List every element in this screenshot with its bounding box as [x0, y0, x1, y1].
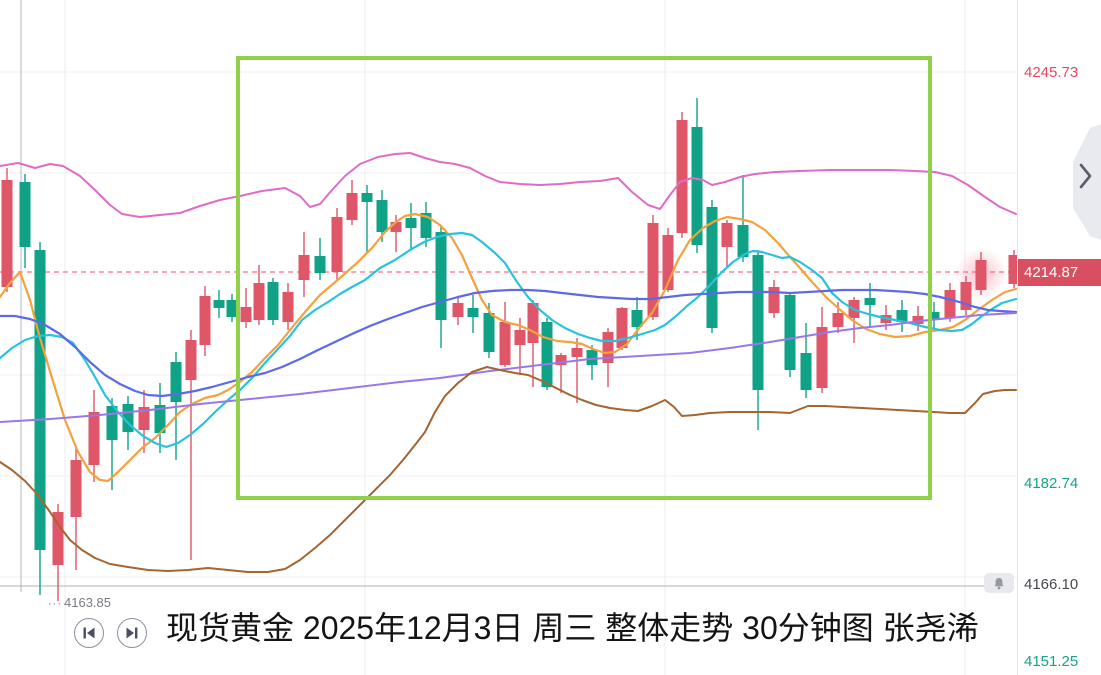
- candle-body: [19, 182, 31, 247]
- axis-label-alert: 4166.10: [1024, 576, 1079, 593]
- candle-body: [555, 355, 567, 365]
- axis-label-low: 4151.25: [1024, 653, 1079, 670]
- candle-body: [106, 406, 118, 440]
- candle-body: [213, 300, 225, 308]
- candle-body: [499, 322, 511, 365]
- annotation-layer: [236, 56, 932, 500]
- candle-body: [420, 213, 432, 238]
- session-low-marker: ··· 4163.85: [48, 595, 111, 610]
- candle-body: [483, 313, 495, 352]
- candle-body: [616, 308, 628, 348]
- candle-body: [34, 250, 46, 550]
- candle-body: [452, 303, 464, 317]
- candle-body: [88, 412, 100, 465]
- candle-body: [298, 255, 310, 280]
- series-layer: [0, 98, 1020, 601]
- alert-bell-chip[interactable]: [984, 573, 1014, 593]
- candle-body: [800, 353, 812, 390]
- upper-band-line: [0, 152, 1017, 218]
- candle-body: [122, 404, 134, 432]
- candle-body: [721, 223, 733, 247]
- chevron-right-icon: [1079, 163, 1092, 189]
- candle-body: [896, 310, 908, 322]
- candle-body: [435, 232, 447, 320]
- candle-body: [138, 407, 150, 430]
- candle-body: [864, 298, 876, 305]
- lower-band-line: [0, 366, 1017, 573]
- price-axis[interactable]: 4245.73 4214.87 4182.74 4166.10 4151.25: [1017, 0, 1101, 675]
- candle-body: [154, 405, 166, 433]
- axis-label-mid: 4182.74: [1024, 475, 1079, 492]
- candle-body: [571, 348, 583, 357]
- candle-body: [253, 283, 265, 320]
- chart-caption: 现货黄金 2025年12月3日 周三 整体走势 30分钟图 张尧浠: [166, 610, 979, 646]
- ma-slow-line: [0, 288, 1018, 398]
- leader-dots: ···: [48, 598, 62, 610]
- grid-layer: [0, 0, 1017, 675]
- candle-body: [816, 327, 828, 388]
- axis-label-high: 4245.73: [1024, 64, 1079, 81]
- candle-body: [346, 193, 358, 220]
- candle-body: [170, 362, 182, 402]
- candle-body: [832, 313, 844, 327]
- candle-body: [784, 295, 796, 370]
- candle-body: [752, 255, 764, 390]
- current-price-tag: 4214.87: [1018, 259, 1101, 286]
- candle-body: [647, 223, 659, 317]
- panel-toggle-tab[interactable]: [1070, 120, 1101, 245]
- candle-body: [768, 287, 780, 313]
- candle-body: [1008, 255, 1020, 284]
- candle-body: [267, 282, 279, 320]
- skip-back-icon: [83, 627, 95, 639]
- candle-body: [737, 225, 749, 257]
- skip-forward-button[interactable]: [117, 618, 147, 648]
- candle-body: [70, 460, 82, 517]
- candle-body: [527, 303, 539, 343]
- candle-body: [975, 260, 987, 290]
- candle-body: [199, 296, 211, 345]
- candle-body: [361, 193, 373, 202]
- candle-body: [467, 308, 479, 317]
- candle-body: [706, 207, 718, 328]
- candle-body: [586, 350, 598, 365]
- candle-body: [282, 292, 294, 322]
- candle-body: [631, 310, 643, 327]
- skip-forward-icon: [126, 627, 138, 639]
- candle-body: [602, 332, 614, 363]
- candle-body: [691, 127, 703, 245]
- candle-body: [314, 256, 326, 273]
- candle-body: [390, 222, 402, 232]
- candle-body: [331, 217, 343, 272]
- panel-tab-shape: [1073, 124, 1101, 240]
- candle-body: [928, 312, 940, 320]
- candle-body: [944, 290, 956, 318]
- candle-body: [514, 330, 526, 345]
- ma-long-line: [0, 312, 1017, 423]
- candle-body: [662, 235, 674, 290]
- candle-body: [1, 180, 13, 287]
- alert-bell-icon: [994, 577, 1004, 589]
- candle-body: [541, 322, 553, 387]
- candle-body: [376, 200, 388, 232]
- candle-body: [676, 120, 688, 233]
- candle-body: [405, 218, 417, 228]
- candle-body: [912, 316, 924, 324]
- candle-body: [226, 300, 238, 317]
- skip-back-button[interactable]: [74, 618, 104, 648]
- session-low-value: 4163.85: [64, 595, 111, 610]
- annotation-rectangle: [236, 56, 932, 500]
- candle-body: [52, 512, 64, 565]
- candle-body: [240, 307, 252, 322]
- candle-body: [185, 340, 197, 380]
- candle-body: [960, 282, 972, 310]
